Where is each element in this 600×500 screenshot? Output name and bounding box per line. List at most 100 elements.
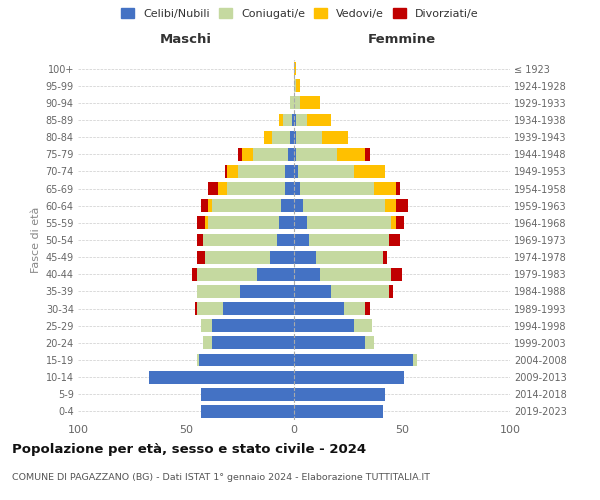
Bar xyxy=(294,130,296,143)
Bar xyxy=(197,234,203,246)
Bar xyxy=(197,354,199,366)
Bar xyxy=(208,200,212,212)
Bar xyxy=(294,320,355,332)
Bar xyxy=(194,302,197,315)
Bar xyxy=(344,302,365,315)
Bar xyxy=(238,165,286,178)
Bar xyxy=(294,234,309,246)
Bar xyxy=(298,165,355,178)
Bar xyxy=(391,268,402,280)
Bar xyxy=(227,165,238,178)
Bar xyxy=(205,216,208,230)
Bar xyxy=(294,216,307,230)
Bar xyxy=(294,285,331,298)
Bar xyxy=(391,216,395,230)
Bar xyxy=(395,216,404,230)
Y-axis label: Fasce di età: Fasce di età xyxy=(31,207,41,273)
Text: Maschi: Maschi xyxy=(160,34,212,46)
Bar xyxy=(208,182,218,195)
Bar xyxy=(279,216,294,230)
Bar xyxy=(337,148,365,160)
Bar xyxy=(307,216,391,230)
Bar xyxy=(199,354,294,366)
Bar xyxy=(322,130,348,143)
Bar xyxy=(294,250,316,264)
Bar xyxy=(355,320,372,332)
Bar xyxy=(212,200,281,212)
Bar xyxy=(294,354,413,366)
Bar xyxy=(197,302,223,315)
Bar xyxy=(301,182,374,195)
Bar xyxy=(264,130,272,143)
Bar xyxy=(296,80,301,92)
Bar xyxy=(294,405,383,418)
Bar xyxy=(294,336,365,349)
Bar xyxy=(294,62,296,75)
Bar xyxy=(413,354,417,366)
Bar xyxy=(240,285,294,298)
Bar xyxy=(227,182,286,195)
Bar xyxy=(205,250,270,264)
Bar xyxy=(242,148,253,160)
Bar xyxy=(395,182,400,195)
Bar xyxy=(365,336,374,349)
Bar xyxy=(290,130,294,143)
Bar xyxy=(294,165,298,178)
Bar xyxy=(201,200,208,212)
Bar xyxy=(149,370,294,384)
Bar xyxy=(301,96,320,110)
Bar xyxy=(294,370,404,384)
Bar xyxy=(294,302,344,315)
Bar xyxy=(287,148,294,160)
Bar xyxy=(389,234,400,246)
Bar xyxy=(296,148,337,160)
Bar xyxy=(281,200,294,212)
Bar xyxy=(286,165,294,178)
Bar xyxy=(383,250,387,264)
Bar xyxy=(286,182,294,195)
Bar xyxy=(320,268,391,280)
Legend: Celibi/Nubili, Coniugati/e, Vedovi/e, Divorziati/e: Celibi/Nubili, Coniugati/e, Vedovi/e, Di… xyxy=(121,8,479,19)
Bar xyxy=(201,405,294,418)
Bar xyxy=(272,130,290,143)
Bar xyxy=(253,148,287,160)
Bar xyxy=(294,80,296,92)
Bar xyxy=(355,165,385,178)
Bar xyxy=(294,96,301,110)
Bar xyxy=(296,130,322,143)
Bar xyxy=(374,182,395,195)
Bar xyxy=(197,285,240,298)
Bar xyxy=(197,216,205,230)
Text: Popolazione per età, sesso e stato civile - 2024: Popolazione per età, sesso e stato civil… xyxy=(12,442,366,456)
Bar xyxy=(225,165,227,178)
Bar xyxy=(294,268,320,280)
Text: Femmine: Femmine xyxy=(368,34,436,46)
Bar xyxy=(292,114,294,126)
Bar xyxy=(201,388,294,400)
Bar xyxy=(218,182,227,195)
Bar xyxy=(290,96,294,110)
Bar xyxy=(201,320,212,332)
Bar xyxy=(223,302,294,315)
Bar xyxy=(309,234,389,246)
Bar xyxy=(277,234,294,246)
Bar xyxy=(307,114,331,126)
Bar xyxy=(212,320,294,332)
Bar xyxy=(294,200,302,212)
Bar xyxy=(296,114,307,126)
Bar xyxy=(279,114,283,126)
Bar xyxy=(208,216,279,230)
Bar xyxy=(212,336,294,349)
Bar xyxy=(316,250,383,264)
Bar xyxy=(294,114,296,126)
Bar xyxy=(365,148,370,160)
Bar xyxy=(365,302,370,315)
Bar xyxy=(395,200,409,212)
Bar xyxy=(294,182,301,195)
Bar xyxy=(283,114,292,126)
Text: COMUNE DI PAGAZZANO (BG) - Dati ISTAT 1° gennaio 2024 - Elaborazione TUTTITALIA.: COMUNE DI PAGAZZANO (BG) - Dati ISTAT 1°… xyxy=(12,472,430,482)
Bar xyxy=(203,234,277,246)
Bar xyxy=(203,336,212,349)
Bar xyxy=(389,285,394,298)
Bar xyxy=(385,200,395,212)
